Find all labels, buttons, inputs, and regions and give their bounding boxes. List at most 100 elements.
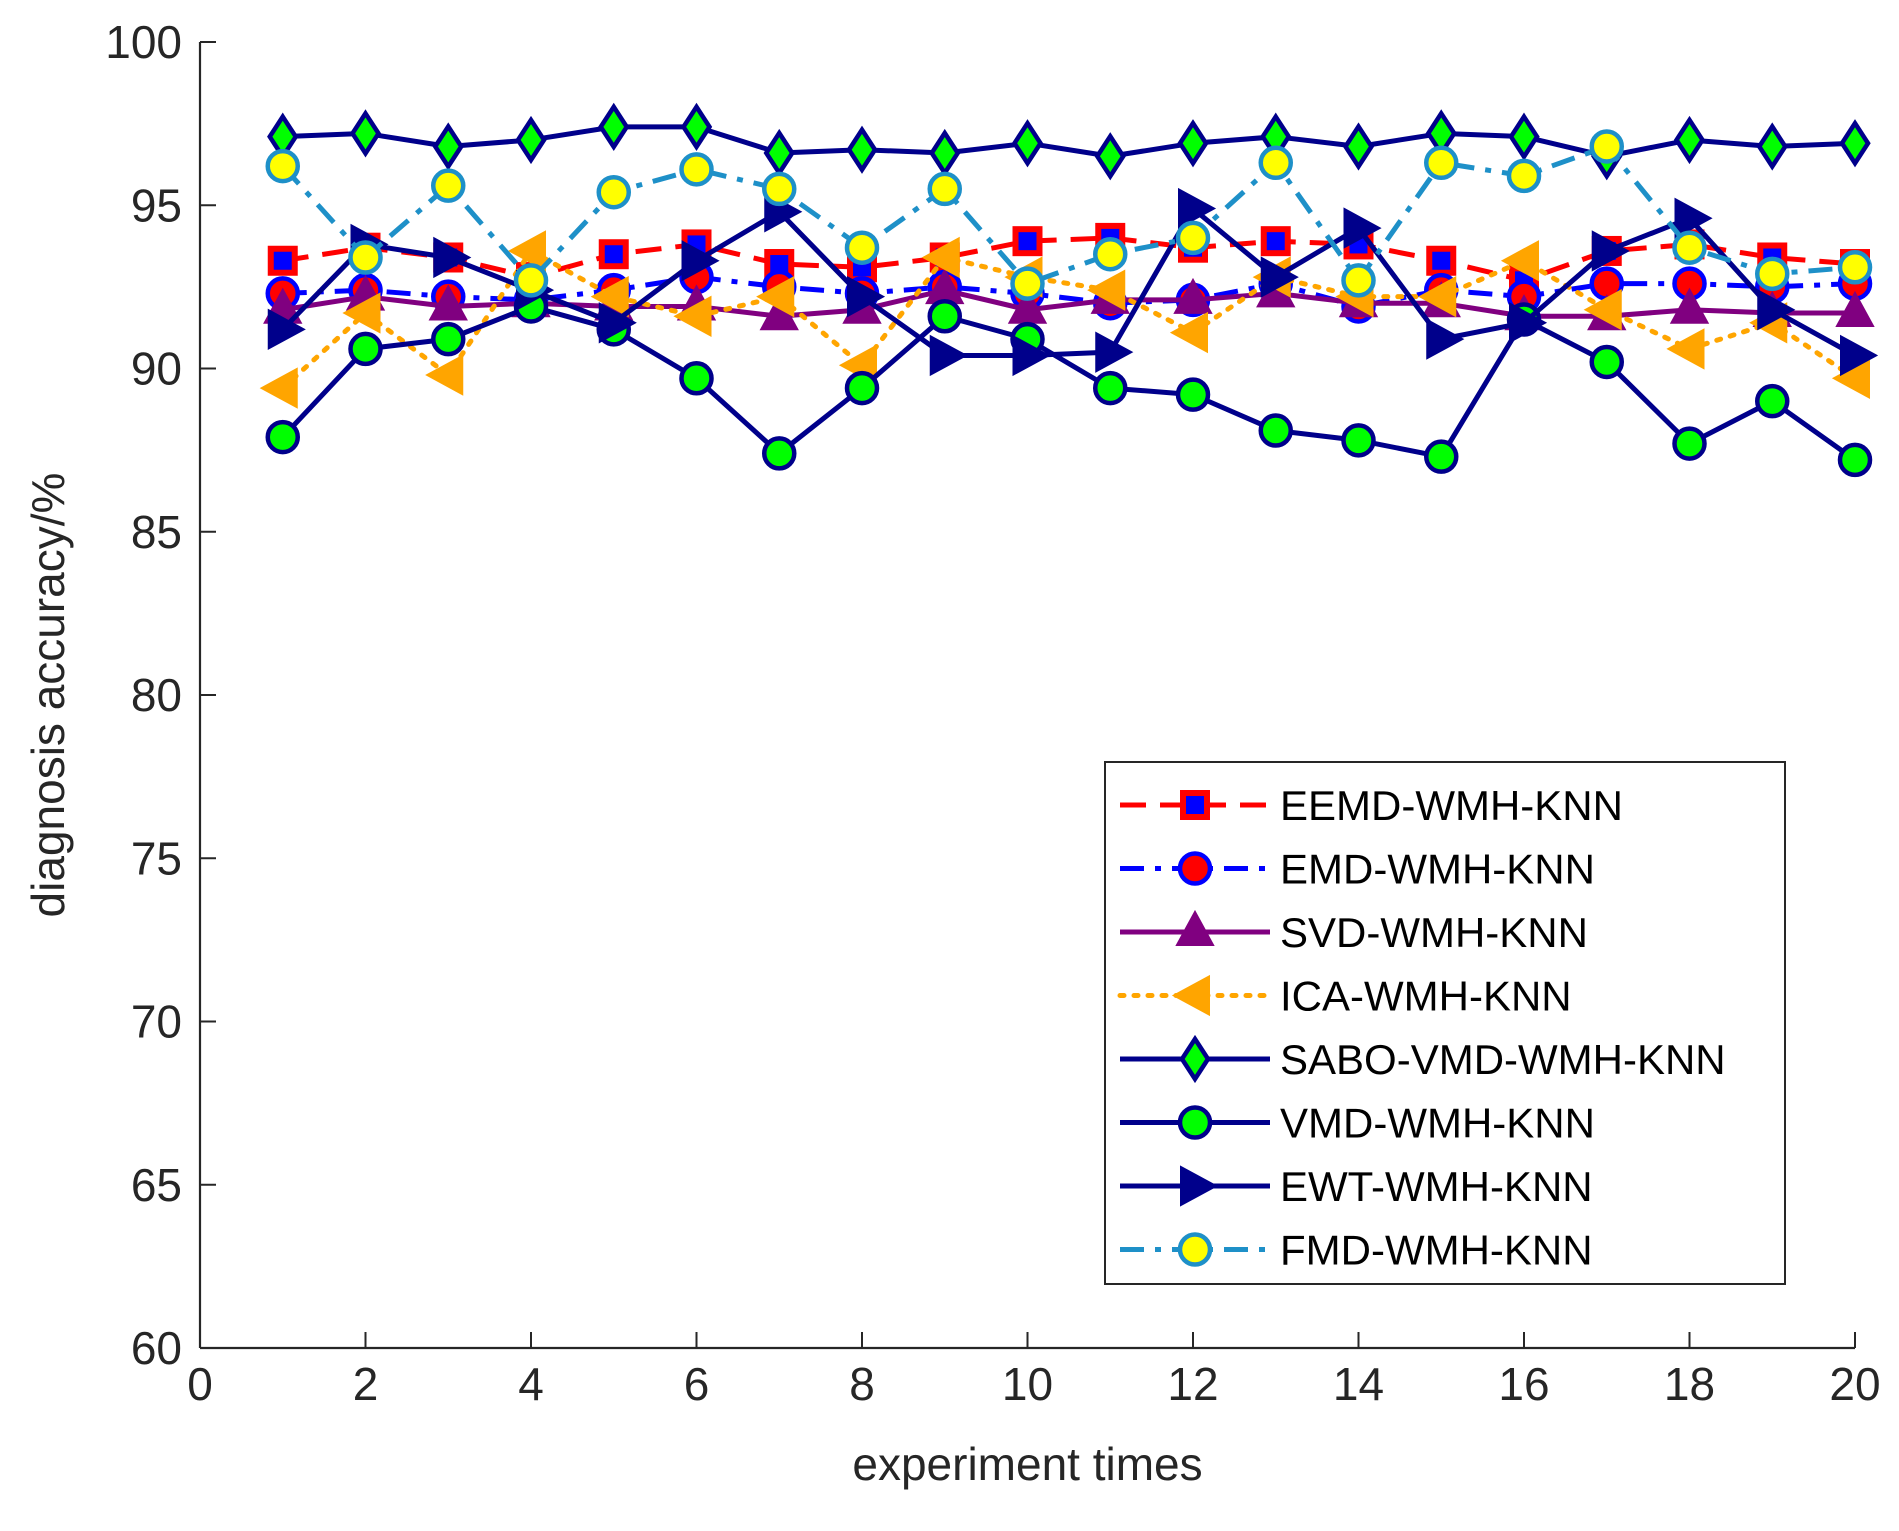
data-point [267,245,298,276]
data-point [1260,226,1291,257]
legend-entry: EWT-WMH-KNN [1120,1163,1593,1210]
data-point [929,334,968,377]
y-tick-label: 65 [131,1159,182,1211]
data-point [680,102,713,152]
data-point [1835,290,1875,327]
data-point [1341,263,1376,298]
y-tick-label: 95 [131,179,182,231]
data-point [1426,318,1465,360]
data-point [425,354,464,396]
data-point [1087,269,1126,311]
data-point [507,230,546,272]
x-tick-label: 18 [1664,1358,1715,1410]
y-tick-label: 70 [131,996,182,1048]
data-point [1093,370,1128,406]
data-point [673,295,712,337]
legend-marker [1180,1165,1219,1207]
data-point [1666,328,1705,370]
legend-label: SABO-VMD-WMH-KNN [1280,1036,1726,1083]
x-tick-label: 6 [684,1358,710,1410]
data-point [1169,311,1208,354]
legend-marker [1177,1105,1213,1140]
x-tick-label: 8 [849,1358,875,1410]
data-point [1177,119,1209,168]
data-point [265,148,300,184]
y-axis-title: diagnosis accuracy/% [22,473,74,918]
legend-marker [1177,851,1213,886]
y-tick-label: 75 [131,832,182,884]
series-ica-wmh-knn [259,230,1870,409]
data-point [1426,245,1457,276]
data-point [1837,250,1873,285]
data-point [348,331,383,367]
series-sabo-vmd-wmh-knn [267,102,1871,181]
legend-label: EMD-WMH-KNN [1280,846,1595,893]
data-point [1418,275,1457,318]
data-point [265,419,300,455]
y-tick-label: 80 [131,669,182,721]
data-point [1583,289,1622,331]
data-point [598,302,637,344]
data-point [1509,302,1548,344]
x-tick-label: 12 [1167,1358,1218,1410]
data-point [1258,413,1293,448]
data-point [598,102,630,152]
data-point [1755,256,1790,292]
data-point [1839,119,1871,168]
legend-label: FMD-WMH-KNN [1280,1227,1593,1274]
data-point [756,275,795,318]
legend-entry: SABO-VMD-WMH-KNN [1120,1034,1726,1084]
x-tick-label: 10 [1002,1358,1053,1410]
data-point [679,361,714,396]
x-tick-label: 0 [187,1358,213,1410]
data-point [927,299,962,334]
data-point [1258,145,1293,181]
data-point [515,115,547,165]
data-point [1012,226,1043,257]
data-point [596,174,631,210]
data-point [1500,240,1539,282]
data-point [1173,277,1213,314]
legend-marker [1175,909,1215,946]
data-point [1840,334,1879,377]
data-point [681,240,720,282]
y-tick-label: 60 [131,1322,182,1374]
x-tick-label: 20 [1829,1358,1880,1410]
legend-entry: EEMD-WMH-KNN [1120,782,1623,829]
legend-box [1104,761,1786,1285]
data-point [1673,115,1706,165]
legend-label: EWT-WMH-KNN [1280,1163,1593,1210]
data-point [1757,289,1796,331]
data-point [428,284,468,321]
data-point [1424,439,1459,474]
legend-marker [1179,1034,1211,1084]
legend-marker [1177,1232,1213,1267]
y-tick-label: 90 [131,343,182,395]
x-tick-label: 4 [518,1358,544,1410]
data-point [432,122,464,171]
data-point [1589,344,1624,380]
data-point [846,125,878,174]
data-point [1674,197,1713,239]
data-point [762,436,797,471]
data-point [1756,122,1788,171]
legend-entry: VMD-WMH-KNN [1120,1100,1595,1147]
data-point [1424,145,1459,181]
data-point [1508,112,1540,161]
data-point [349,109,382,158]
data-point [762,171,797,207]
y-tick-label: 85 [131,506,182,558]
tick-labels: 0 2 4 6 8 10 12 14 16 18 20 60 65 70 75 80 85 90 95 100 [105,16,1880,1410]
series-line [280,143,1856,287]
data-point [598,239,629,270]
data-point [763,128,795,178]
data-point [1175,220,1211,256]
data-point [1755,383,1790,419]
data-point [433,236,472,279]
data-point [929,128,961,178]
x-tick-label: 14 [1333,1358,1384,1410]
data-point [1095,331,1134,373]
data-point [844,370,880,406]
data-point [267,308,306,351]
